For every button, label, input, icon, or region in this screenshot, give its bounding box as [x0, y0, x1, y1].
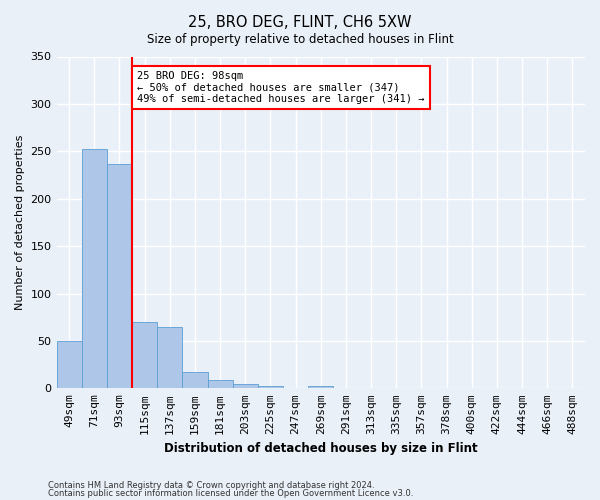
Text: Contains HM Land Registry data © Crown copyright and database right 2024.: Contains HM Land Registry data © Crown c… [48, 480, 374, 490]
Text: 25 BRO DEG: 98sqm
← 50% of detached houses are smaller (347)
49% of semi-detache: 25 BRO DEG: 98sqm ← 50% of detached hous… [137, 70, 425, 104]
Bar [56, 341, 82, 388]
Text: 25, BRO DEG, FLINT, CH6 5XW: 25, BRO DEG, FLINT, CH6 5XW [188, 15, 412, 30]
Text: Contains public sector information licensed under the Open Government Licence v3: Contains public sector information licen… [48, 489, 413, 498]
Bar [107, 164, 132, 388]
Bar [258, 386, 283, 388]
Bar [157, 326, 182, 388]
X-axis label: Distribution of detached houses by size in Flint: Distribution of detached houses by size … [164, 442, 478, 455]
Bar [308, 386, 334, 388]
Bar [208, 380, 233, 388]
Bar [82, 150, 107, 388]
Bar [132, 322, 157, 388]
Bar [233, 384, 258, 388]
Bar [182, 372, 208, 388]
Text: Size of property relative to detached houses in Flint: Size of property relative to detached ho… [146, 32, 454, 46]
Y-axis label: Number of detached properties: Number of detached properties [15, 134, 25, 310]
